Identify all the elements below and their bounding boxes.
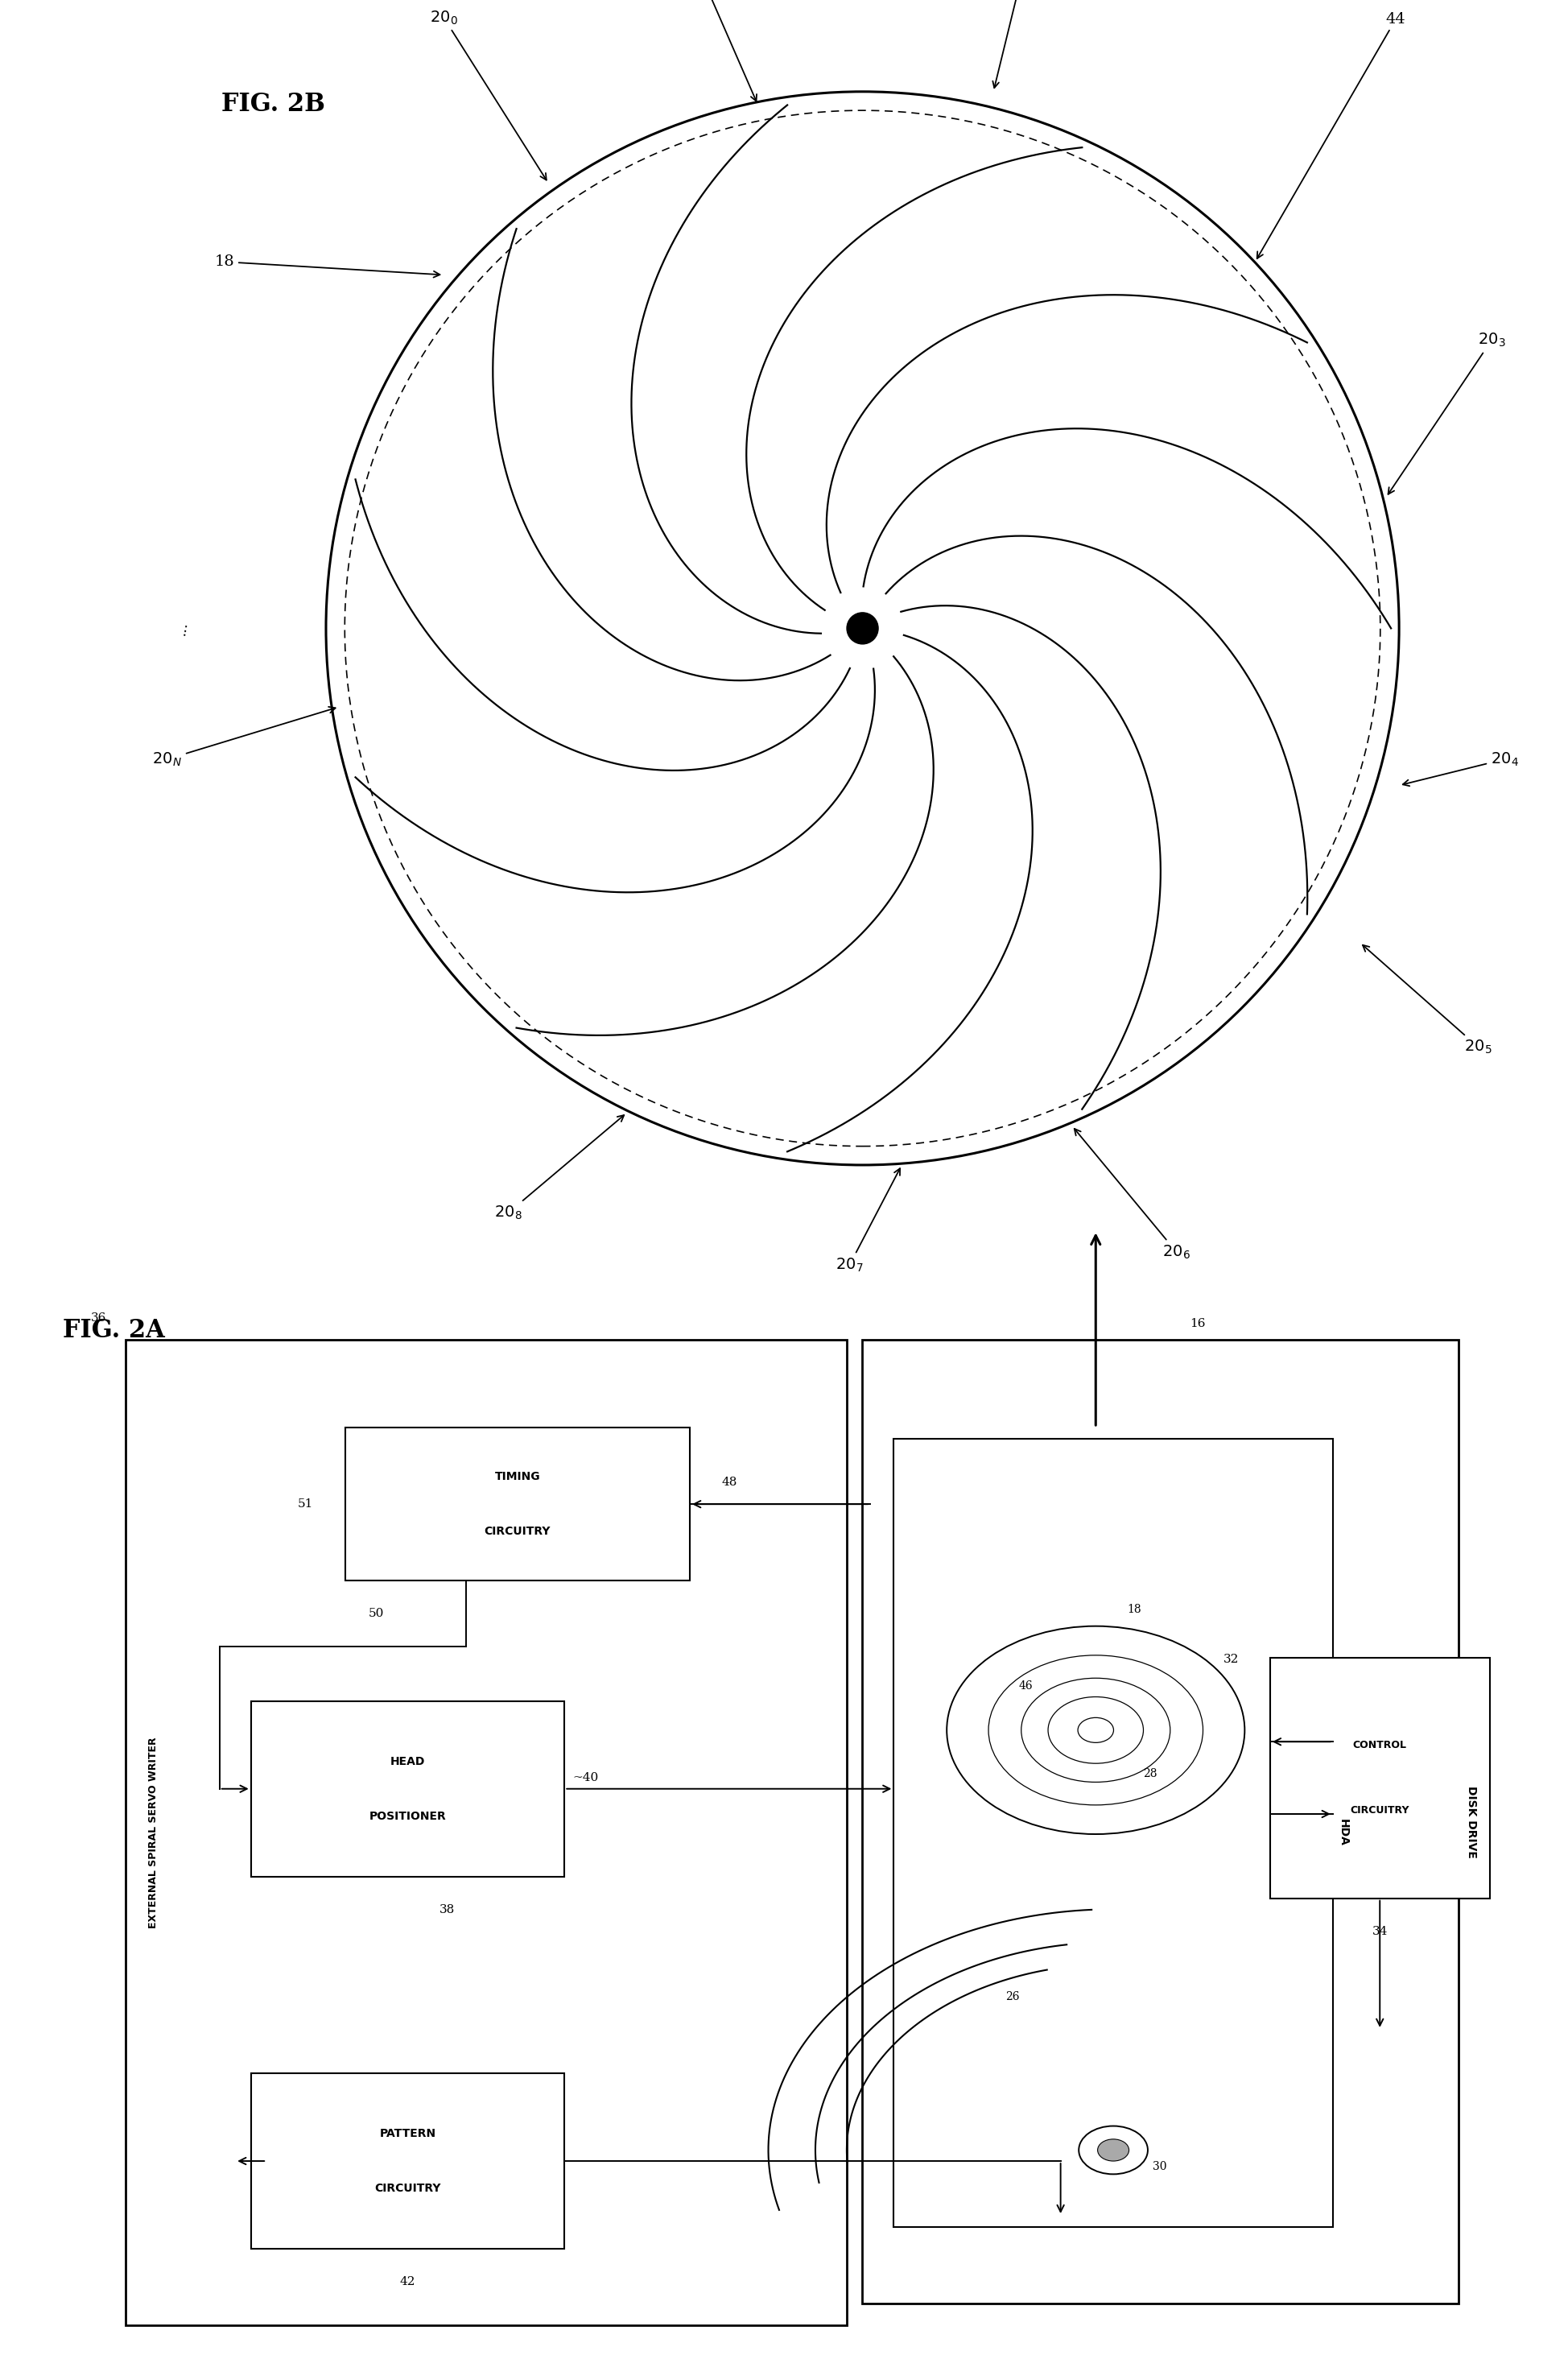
- Text: $20_1$: $20_1$: [691, 0, 757, 102]
- Circle shape: [847, 612, 878, 645]
- Text: 28: 28: [1143, 1768, 1157, 1780]
- Text: 26: 26: [1005, 1992, 1019, 2002]
- Text: 42: 42: [400, 2275, 416, 2287]
- Text: 48: 48: [721, 1476, 737, 1488]
- Text: 16: 16: [1190, 1319, 1206, 1328]
- Text: $20_5$: $20_5$: [1363, 945, 1493, 1057]
- Text: CIRCUITRY: CIRCUITRY: [375, 2182, 441, 2194]
- Text: 50: 50: [368, 1609, 384, 1618]
- Text: PATTERN: PATTERN: [379, 2128, 436, 2140]
- Text: FIG. 2B: FIG. 2B: [221, 90, 325, 117]
- Text: 18: 18: [1127, 1604, 1142, 1616]
- Bar: [894, 1438, 1333, 2228]
- Text: CIRCUITRY: CIRCUITRY: [485, 1526, 550, 1537]
- Text: CONTROL: CONTROL: [1353, 1740, 1406, 1749]
- Text: 18: 18: [215, 255, 441, 278]
- Bar: [125, 1340, 847, 2325]
- Text: $20_N$: $20_N$: [152, 707, 336, 769]
- Text: HEAD: HEAD: [390, 1756, 425, 1766]
- Text: $20_7$: $20_7$: [836, 1169, 900, 1273]
- Text: 32: 32: [1223, 1654, 1239, 1666]
- Text: EXTERNAL SPIRAL SERVO WRITER: EXTERNAL SPIRAL SERVO WRITER: [149, 1737, 158, 1928]
- Circle shape: [1077, 1718, 1113, 1742]
- Text: CIRCUITRY: CIRCUITRY: [1350, 1806, 1410, 1816]
- Text: $20_3$: $20_3$: [1388, 331, 1505, 495]
- Text: 51: 51: [298, 1499, 314, 1509]
- Text: 34: 34: [1372, 1925, 1388, 1937]
- Bar: [345, 1428, 690, 1580]
- Text: TIMING: TIMING: [494, 1471, 541, 1483]
- Text: ...: ...: [174, 621, 190, 635]
- Text: 30: 30: [1152, 2161, 1167, 2173]
- Circle shape: [1098, 2140, 1129, 2161]
- Text: $20_4$: $20_4$: [1403, 750, 1519, 785]
- Text: $20_8$: $20_8$: [494, 1116, 624, 1221]
- Bar: [1270, 1656, 1490, 1899]
- Text: HDA: HDA: [1338, 1818, 1348, 1847]
- Bar: [251, 1702, 564, 1875]
- Bar: [862, 1340, 1458, 2304]
- Text: $20_0$: $20_0$: [430, 10, 546, 181]
- Bar: [251, 2073, 564, 2249]
- Text: $20_2$: $20_2$: [993, 0, 1033, 88]
- Text: 38: 38: [439, 1904, 455, 1916]
- Text: ~40: ~40: [572, 1773, 599, 1783]
- Text: 36: 36: [91, 1311, 107, 1323]
- Text: $20_6$: $20_6$: [1074, 1128, 1190, 1261]
- Text: 46: 46: [1019, 1680, 1033, 1692]
- Circle shape: [1079, 2125, 1148, 2175]
- Text: FIG. 2A: FIG. 2A: [63, 1319, 165, 1342]
- Text: POSITIONER: POSITIONER: [368, 1811, 447, 1821]
- Text: 44: 44: [1258, 12, 1406, 259]
- Text: DISK DRIVE: DISK DRIVE: [1466, 1785, 1477, 1859]
